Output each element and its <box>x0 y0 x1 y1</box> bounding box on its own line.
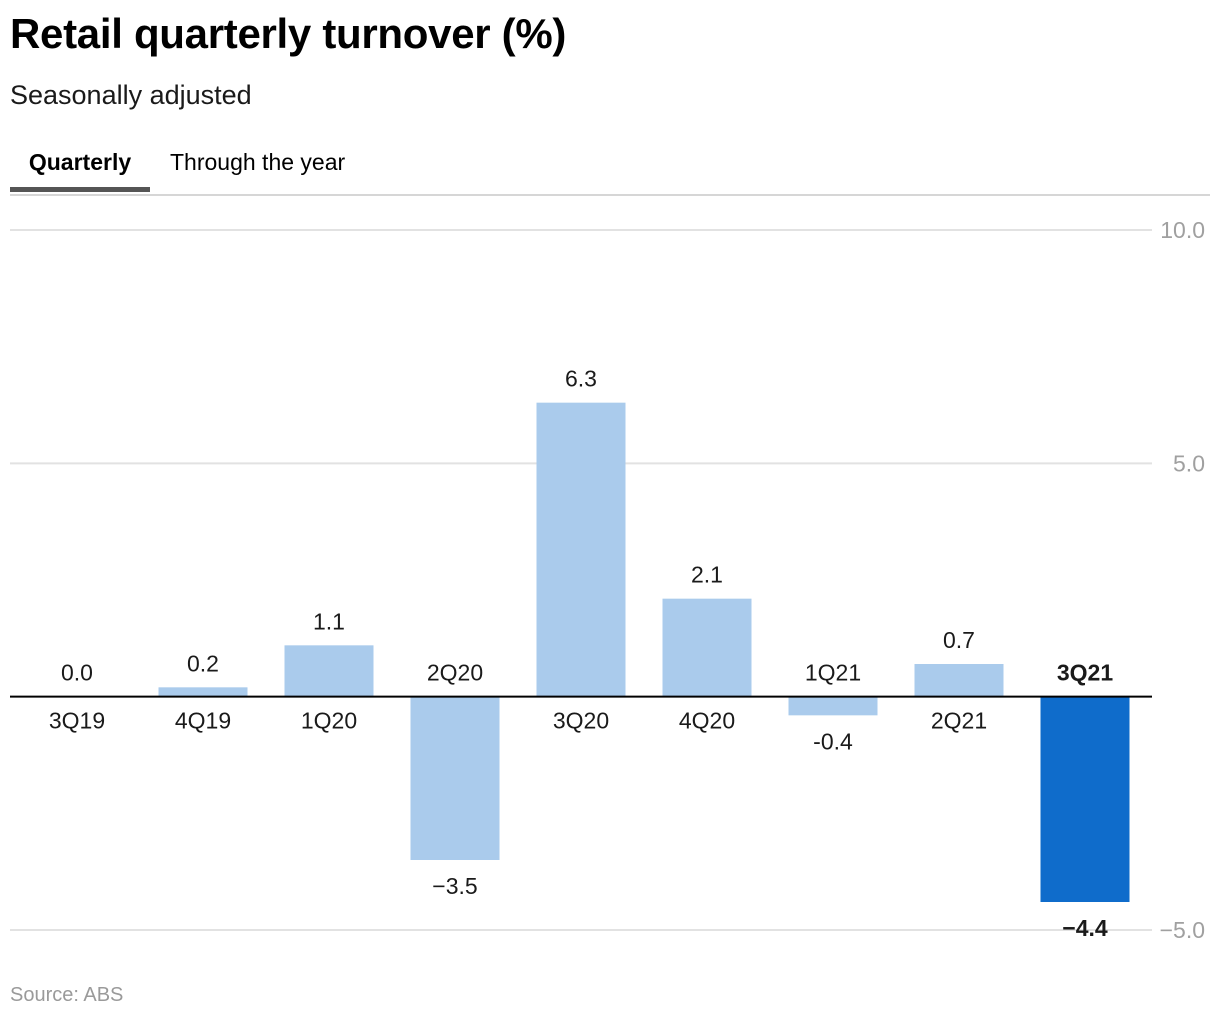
bar <box>1040 696 1130 902</box>
data-label: 2.1 <box>691 562 723 588</box>
y-tick-label: 10.0 <box>1160 217 1205 243</box>
category-label: 3Q19 <box>49 708 105 734</box>
data-label: 0.2 <box>187 650 219 676</box>
tab-through-the-year[interactable]: Through the year <box>170 149 346 175</box>
data-label: 0.7 <box>943 627 975 653</box>
y-tick-label: −5.0 <box>1160 917 1205 943</box>
bar <box>662 598 752 697</box>
bar-chart: 10.0 5.0 −5.0 0.0 3Q19 0.2 4Q19 1.1 1Q20 −3.5 2Q20… <box>10 217 1205 943</box>
bar <box>914 664 1004 697</box>
bar <box>788 696 878 716</box>
category-label: 1Q21 <box>805 660 861 686</box>
category-label: 1Q20 <box>301 708 357 734</box>
bar <box>158 687 248 697</box>
category-label: 4Q20 <box>679 708 735 734</box>
chart-subtitle: Seasonally adjusted <box>10 80 252 110</box>
category-label: 2Q20 <box>427 660 483 686</box>
category-label: 3Q21 <box>1057 660 1113 686</box>
source-note: Source: ABS <box>10 984 124 1006</box>
bar <box>410 696 500 860</box>
category-label: 4Q19 <box>175 708 231 734</box>
category-label: 2Q21 <box>931 708 987 734</box>
chart-title: Retail quarterly turnover (%) <box>10 10 567 57</box>
data-label: 6.3 <box>565 366 597 392</box>
view-tabs: Quarterly Through the year <box>10 140 1210 196</box>
category-label: 3Q20 <box>553 708 609 734</box>
y-tick-label: 5.0 <box>1173 450 1205 476</box>
data-label: -0.4 <box>813 728 853 754</box>
data-label: −3.5 <box>432 873 477 899</box>
bar <box>284 645 374 697</box>
data-label: 0.0 <box>61 660 93 686</box>
tab-quarterly[interactable]: Quarterly <box>10 140 150 192</box>
data-label: 1.1 <box>313 608 345 634</box>
bar <box>536 402 626 697</box>
data-label: −4.4 <box>1062 915 1108 941</box>
